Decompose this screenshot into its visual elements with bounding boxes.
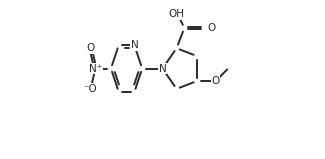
Text: N: N: [159, 64, 166, 74]
Text: O: O: [207, 23, 215, 33]
Text: N: N: [131, 40, 138, 50]
Text: ⁻O: ⁻O: [84, 84, 98, 94]
Text: N⁺: N⁺: [89, 64, 102, 74]
Text: OH: OH: [169, 9, 185, 19]
Text: O: O: [86, 43, 95, 53]
Text: O: O: [212, 76, 220, 86]
